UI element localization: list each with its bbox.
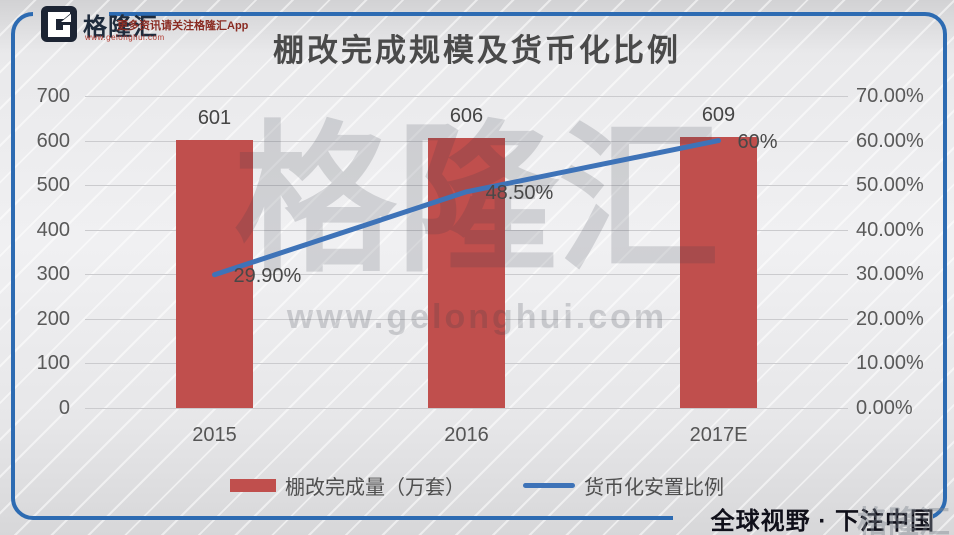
bar-value-label: 601 <box>197 107 232 130</box>
bar-value-label: 609 <box>701 103 736 126</box>
bar <box>428 137 505 408</box>
legend-item-bar: 棚改完成量（万套） <box>230 471 465 500</box>
chart-title: 棚改完成规模及货币化比例 <box>273 33 681 68</box>
logo-tagline: 更多资讯请关注格隆汇App <box>117 20 249 32</box>
x-axis-label: 2016 <box>444 424 489 446</box>
legend-item-line: 货币化安置比例 <box>523 471 724 500</box>
legend-swatch-line <box>523 483 575 488</box>
gelonghui-logo-icon <box>41 6 77 42</box>
bar-value-label: 606 <box>449 104 484 127</box>
right-axis-tick-label: 0.00% <box>856 397 913 419</box>
left-axis-tick-label: 600 <box>36 129 70 152</box>
right-axis-tick-label: 60.00% <box>856 129 924 152</box>
left-axis-tick-label: 400 <box>36 218 70 241</box>
left-axis-tick-label: 100 <box>36 352 70 375</box>
logo-brand-name: 格隆汇 <box>83 14 158 41</box>
right-axis-tick-label: 10.00% <box>856 352 924 375</box>
brand-frame-border <box>11 12 947 520</box>
legend-swatch-bar <box>230 479 276 492</box>
x-axis-label: 2015 <box>192 424 237 446</box>
footer-slogan: 全球视野 · 下注中国 <box>710 508 935 535</box>
bar <box>680 136 757 408</box>
watermark-site-url: www.gelonghui.com <box>286 298 668 336</box>
left-axis-tick-label: 200 <box>36 307 70 330</box>
left-axis-tick-label: 500 <box>36 174 70 197</box>
legend-label: 棚改完成量（万套） <box>285 477 465 499</box>
watermark-corner-brand: 格隆汇 <box>857 505 950 535</box>
line-point-label: 60% <box>737 130 778 153</box>
frame-gap-footer <box>673 510 933 524</box>
right-axis-tick-label: 30.00% <box>856 263 924 286</box>
right-axis-tick-label: 40.00% <box>856 218 924 241</box>
chart-legend: 棚改完成量（万套） 货币化安置比例 <box>0 471 954 500</box>
trend-line <box>212 138 721 278</box>
watermark-brand-text: 格隆汇 <box>234 110 720 291</box>
right-axis-tick-label: 20.00% <box>856 307 924 330</box>
right-axis-tick-label: 70.00% <box>856 85 924 107</box>
gridline <box>85 96 848 97</box>
gridline <box>85 408 848 409</box>
left-axis-tick-label: 300 <box>36 263 70 286</box>
left-axis-tick-label: 700 <box>36 85 70 107</box>
logo-site-url: www.gelonghui.com <box>85 33 165 42</box>
line-point-label: 48.50% <box>485 181 554 204</box>
legend-label: 货币化安置比例 <box>584 477 724 499</box>
right-axis-tick-label: 50.00% <box>856 174 924 197</box>
line-point-label: 29.90% <box>233 264 302 287</box>
x-axis-label: 2017E <box>689 424 748 446</box>
left-axis-tick-label: 0 <box>58 397 70 419</box>
